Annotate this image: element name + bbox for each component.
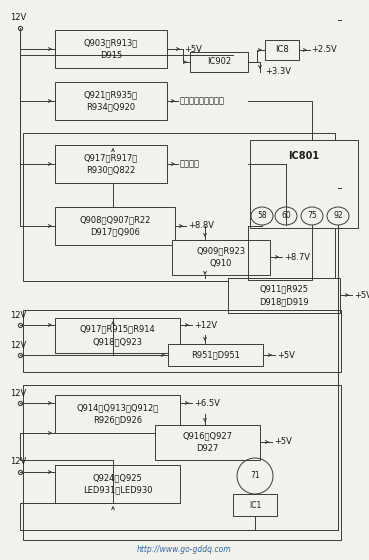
Text: R951、D951: R951、D951 <box>191 351 240 360</box>
Text: 12V: 12V <box>10 340 26 349</box>
Text: Q909、R923
Q910: Q909、R923 Q910 <box>196 247 245 268</box>
Text: +2.5V: +2.5V <box>311 45 337 54</box>
Text: Q921、R935、
R934、Q920: Q921、R935、 R934、Q920 <box>84 90 138 112</box>
Text: 75: 75 <box>307 212 317 221</box>
Text: +3.3V: +3.3V <box>265 68 291 77</box>
Text: 60: 60 <box>281 212 291 221</box>
FancyBboxPatch shape <box>55 395 180 433</box>
FancyBboxPatch shape <box>250 140 358 228</box>
Text: 12V: 12V <box>10 13 26 22</box>
FancyBboxPatch shape <box>228 278 340 313</box>
Text: +5V: +5V <box>274 437 292 446</box>
Text: IC801: IC801 <box>289 151 320 161</box>
Text: +5V: +5V <box>184 44 202 54</box>
Text: 外接功率放大器控制: 外接功率放大器控制 <box>180 96 225 105</box>
FancyBboxPatch shape <box>265 40 299 60</box>
Text: +5V: +5V <box>277 351 295 360</box>
Text: 12V: 12V <box>10 458 26 466</box>
Text: Q924、Q925
LED931、LED930: Q924、Q925 LED931、LED930 <box>83 473 152 494</box>
Text: +6.5V: +6.5V <box>194 399 220 408</box>
Text: Q916、Q927
D927: Q916、Q927 D927 <box>183 432 232 453</box>
Text: +8.8V: +8.8V <box>188 222 214 231</box>
Text: Q914、Q913、Q912、
R926、D926: Q914、Q913、Q912、 R926、D926 <box>76 403 159 424</box>
FancyBboxPatch shape <box>55 82 167 120</box>
FancyBboxPatch shape <box>168 344 263 366</box>
Text: 自动天线: 自动天线 <box>180 160 200 169</box>
FancyBboxPatch shape <box>155 425 260 460</box>
FancyBboxPatch shape <box>55 207 175 245</box>
Text: IC1: IC1 <box>249 501 261 510</box>
FancyBboxPatch shape <box>233 494 277 516</box>
Text: +8.7V: +8.7V <box>284 253 310 262</box>
Text: +12V: +12V <box>194 320 217 329</box>
Text: 71: 71 <box>250 472 260 480</box>
Text: Q903、R913、
D915: Q903、R913、 D915 <box>84 38 138 60</box>
Text: 58: 58 <box>257 212 267 221</box>
FancyBboxPatch shape <box>55 145 167 183</box>
Text: IC902: IC902 <box>207 58 231 67</box>
Text: Q917、R915、R914
Q918、Q923: Q917、R915、R914 Q918、Q923 <box>80 325 155 346</box>
Text: 12V: 12V <box>10 310 26 320</box>
Text: +5V: +5V <box>354 291 369 300</box>
FancyBboxPatch shape <box>55 30 167 68</box>
Text: IC8: IC8 <box>275 45 289 54</box>
Text: http://www.go-gddq.com: http://www.go-gddq.com <box>137 545 232 554</box>
Text: Q908、Q907、R22
D917、Q906: Q908、Q907、R22 D917、Q906 <box>79 215 151 237</box>
FancyBboxPatch shape <box>55 465 180 503</box>
Text: Q917、R917、
R930、Q822: Q917、R917、 R930、Q822 <box>84 153 138 175</box>
FancyBboxPatch shape <box>190 52 248 72</box>
Text: 12V: 12V <box>10 389 26 398</box>
FancyBboxPatch shape <box>172 240 270 275</box>
Text: Q911、R925
D918、D919: Q911、R925 D918、D919 <box>259 284 309 306</box>
Text: 92: 92 <box>333 212 343 221</box>
FancyBboxPatch shape <box>55 318 180 353</box>
